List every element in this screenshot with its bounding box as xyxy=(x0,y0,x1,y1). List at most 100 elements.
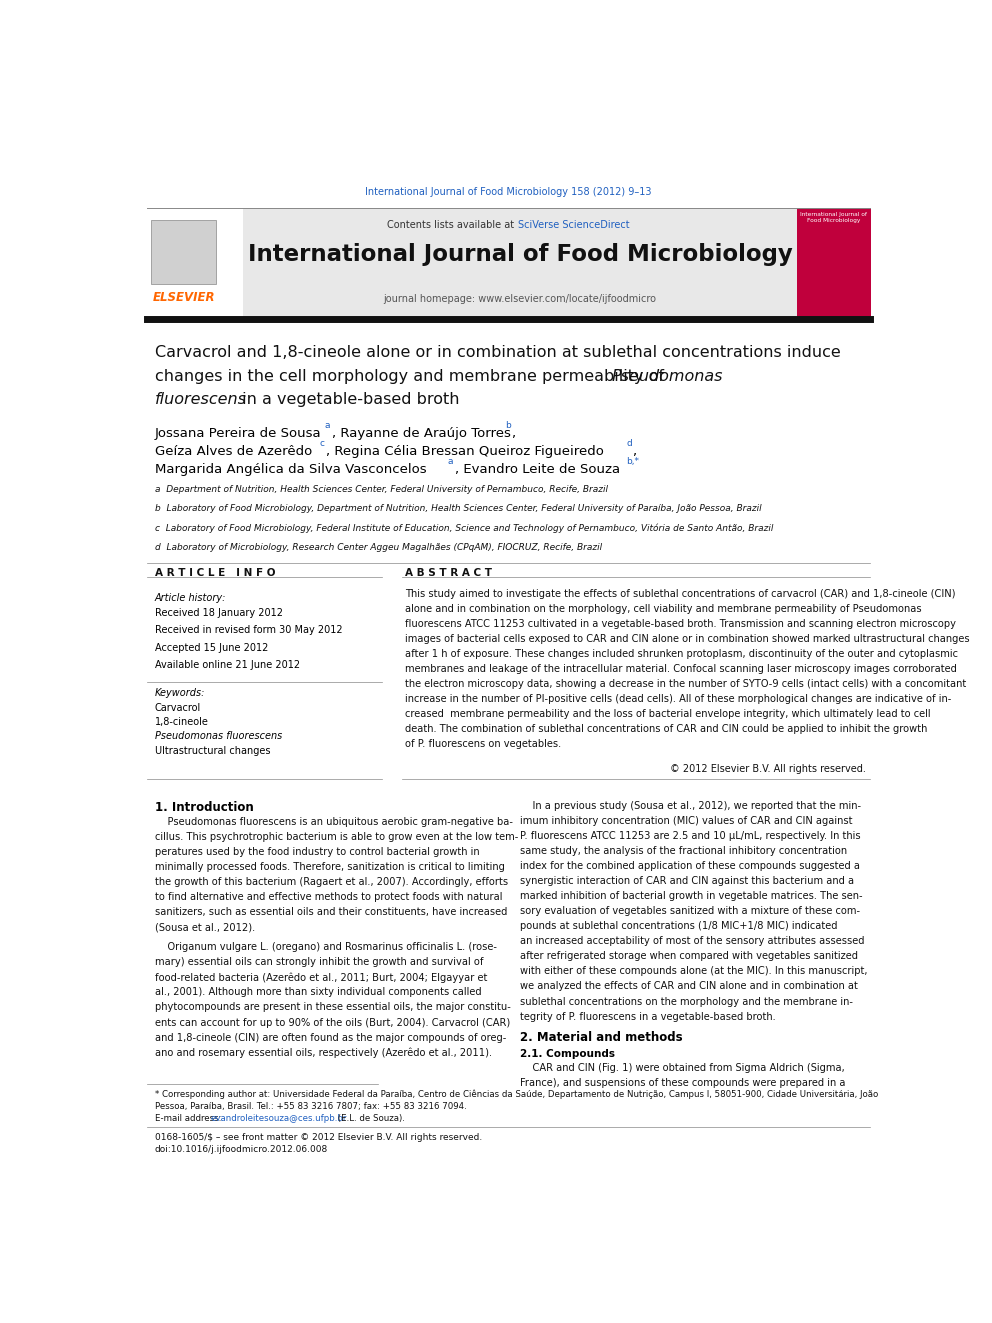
Text: the electron microscopy data, showing a decrease in the number of SYTO-9 cells (: the electron microscopy data, showing a … xyxy=(405,679,966,689)
Text: This study aimed to investigate the effects of sublethal concentrations of carva: This study aimed to investigate the effe… xyxy=(405,589,955,598)
Text: d: d xyxy=(626,439,632,448)
Text: the growth of this bacterium (Ragaert et al., 2007). Accordingly, efforts: the growth of this bacterium (Ragaert et… xyxy=(155,877,508,888)
Text: with either of these compounds alone (at the MIC). In this manuscript,: with either of these compounds alone (at… xyxy=(520,966,867,976)
Text: and 1,8-cineole (CIN) are often found as the major compounds of oreg-: and 1,8-cineole (CIN) are often found as… xyxy=(155,1033,506,1043)
Text: doi:10.1016/j.ijfoodmicro.2012.06.008: doi:10.1016/j.ijfoodmicro.2012.06.008 xyxy=(155,1144,328,1154)
Text: Ultrastructural changes: Ultrastructural changes xyxy=(155,746,270,755)
Text: c  Laboratory of Food Microbiology, Federal Institute of Education, Science and : c Laboratory of Food Microbiology, Feder… xyxy=(155,524,773,533)
Text: creased  membrane permeability and the loss of bacterial envelope integrity, whi: creased membrane permeability and the lo… xyxy=(405,709,930,720)
Text: 0168-1605/$ – see front matter © 2012 Elsevier B.V. All rights reserved.: 0168-1605/$ – see front matter © 2012 El… xyxy=(155,1132,482,1142)
Text: CAR and CIN (Fig. 1) were obtained from Sigma Aldrich (Sigma,: CAR and CIN (Fig. 1) were obtained from … xyxy=(520,1064,844,1073)
Text: Pseudomonas fluorescens: Pseudomonas fluorescens xyxy=(155,732,282,741)
Text: Accepted 15 June 2012: Accepted 15 June 2012 xyxy=(155,643,268,652)
Text: tegrity of P. fluorescens in a vegetable-based broth.: tegrity of P. fluorescens in a vegetable… xyxy=(520,1012,776,1021)
Text: in a vegetable-based broth: in a vegetable-based broth xyxy=(237,392,459,407)
Text: fluorescens ATCC 11253 cultivated in a vegetable-based broth. Transmission and s: fluorescens ATCC 11253 cultivated in a v… xyxy=(405,619,955,628)
Text: © 2012 Elsevier B.V. All rights reserved.: © 2012 Elsevier B.V. All rights reserved… xyxy=(670,763,866,774)
Text: , Evandro Leite de Souza: , Evandro Leite de Souza xyxy=(454,463,620,476)
Text: Pessoa, Paraíba, Brasil. Tel.: +55 83 3216 7807; fax: +55 83 3216 7094.: Pessoa, Paraíba, Brasil. Tel.: +55 83 32… xyxy=(155,1102,466,1111)
Bar xyxy=(243,208,797,316)
Text: after refrigerated storage when compared with vegetables sanitized: after refrigerated storage when compared… xyxy=(520,951,858,962)
Text: 1. Introduction: 1. Introduction xyxy=(155,800,254,814)
Text: Geíza Alves de Azerêdo: Geíza Alves de Azerêdo xyxy=(155,445,312,458)
Text: marked inhibition of bacterial growth in vegetable matrices. The sen-: marked inhibition of bacterial growth in… xyxy=(520,890,863,901)
Text: d  Laboratory of Microbiology, Research Center Aggeu Magalhães (CPqAM), FIOCRUZ,: d Laboratory of Microbiology, Research C… xyxy=(155,542,602,552)
Text: b  Laboratory of Food Microbiology, Department of Nutrition, Health Sciences Cen: b Laboratory of Food Microbiology, Depar… xyxy=(155,504,762,513)
Text: A R T I C L E   I N F O: A R T I C L E I N F O xyxy=(155,569,275,578)
Text: (Sousa et al., 2012).: (Sousa et al., 2012). xyxy=(155,922,255,933)
Text: images of bacterial cells exposed to CAR and CIN alone or in combination showed : images of bacterial cells exposed to CAR… xyxy=(405,634,969,644)
Text: evandroleitesouza@ces.ufpb.br: evandroleitesouza@ces.ufpb.br xyxy=(210,1114,346,1123)
Text: of P. fluorescens on vegetables.: of P. fluorescens on vegetables. xyxy=(405,740,560,749)
Text: Jossana Pereira de Sousa: Jossana Pereira de Sousa xyxy=(155,427,321,439)
Bar xyxy=(151,220,216,284)
Text: c: c xyxy=(319,439,324,448)
Text: food-related bacteria (Azerêdo et al., 2011; Burt, 2004; Elgayyar et: food-related bacteria (Azerêdo et al., 2… xyxy=(155,972,487,983)
Text: In a previous study (Sousa et al., 2012), we reported that the min-: In a previous study (Sousa et al., 2012)… xyxy=(520,800,861,811)
Text: cillus. This psychrotrophic bacterium is able to grow even at the low tem-: cillus. This psychrotrophic bacterium is… xyxy=(155,832,518,841)
Text: mary) essential oils can strongly inhibit the growth and survival of: mary) essential oils can strongly inhibi… xyxy=(155,958,483,967)
Text: peratures used by the food industry to control bacterial growth in: peratures used by the food industry to c… xyxy=(155,847,479,857)
Text: * Corresponding author at: Universidade Federal da Paraíba, Centro de Ciências d: * Corresponding author at: Universidade … xyxy=(155,1090,878,1099)
Text: pounds at sublethal concentrations (1/8 MIC+1/8 MIC) indicated: pounds at sublethal concentrations (1/8 … xyxy=(520,921,837,931)
Text: journal homepage: www.elsevier.com/locate/ijfoodmicro: journal homepage: www.elsevier.com/locat… xyxy=(384,294,657,304)
Text: 1,8-cineole: 1,8-cineole xyxy=(155,717,208,728)
Text: b: b xyxy=(505,421,511,430)
Text: A B S T R A C T: A B S T R A C T xyxy=(405,569,492,578)
Text: Contents lists available at: Contents lists available at xyxy=(387,220,518,230)
Text: ,: , xyxy=(632,445,636,458)
Text: , Rayanne de Araújo Torres: , Rayanne de Araújo Torres xyxy=(331,427,511,439)
Text: Keywords:: Keywords: xyxy=(155,688,205,699)
Text: membranes and leakage of the intracellular material. Confocal scanning laser mic: membranes and leakage of the intracellul… xyxy=(405,664,956,673)
Text: we analyzed the effects of CAR and CIN alone and in combination at: we analyzed the effects of CAR and CIN a… xyxy=(520,982,858,991)
Text: Available online 21 June 2012: Available online 21 June 2012 xyxy=(155,660,300,669)
Text: Pseudomonas fluorescens is an ubiquitous aerobic gram-negative ba-: Pseudomonas fluorescens is an ubiquitous… xyxy=(155,816,513,827)
Text: Carvacrol: Carvacrol xyxy=(155,703,201,713)
Text: al., 2001). Although more than sixty individual components called: al., 2001). Although more than sixty ind… xyxy=(155,987,481,998)
Text: ano and rosemary essential oils, respectively (Azerêdo et al., 2011).: ano and rosemary essential oils, respect… xyxy=(155,1048,492,1058)
Text: sory evaluation of vegetables sanitized with a mixture of these com-: sory evaluation of vegetables sanitized … xyxy=(520,906,860,916)
Text: increase in the number of PI-positive cells (dead cells). All of these morpholog: increase in the number of PI-positive ce… xyxy=(405,695,951,704)
Text: SciVerse ScienceDirect: SciVerse ScienceDirect xyxy=(518,220,629,230)
Text: P. fluorescens ATCC 11253 are 2.5 and 10 μL/mL, respectively. In this: P. fluorescens ATCC 11253 are 2.5 and 10… xyxy=(520,831,860,840)
Text: International Journal of Food Microbiology 158 (2012) 9–13: International Journal of Food Microbiolo… xyxy=(365,188,652,197)
Text: (E.L. de Souza).: (E.L. de Souza). xyxy=(335,1114,406,1123)
Text: E-mail address:: E-mail address: xyxy=(155,1114,224,1123)
Text: International Journal of Food Microbiology: International Journal of Food Microbiolo… xyxy=(248,243,793,266)
Text: , Regina Célia Bressan Queiroz Figueiredo: , Regina Célia Bressan Queiroz Figueired… xyxy=(326,445,604,458)
Text: b,*: b,* xyxy=(626,458,639,466)
Text: Received in revised form 30 May 2012: Received in revised form 30 May 2012 xyxy=(155,626,342,635)
Text: Pseudomonas: Pseudomonas xyxy=(611,369,723,384)
Text: 2.1. Compounds: 2.1. Compounds xyxy=(520,1049,615,1060)
Text: changes in the cell morphology and membrane permeability of: changes in the cell morphology and membr… xyxy=(155,369,669,384)
Text: ents can account for up to 90% of the oils (Burt, 2004). Carvacrol (CAR): ents can account for up to 90% of the oi… xyxy=(155,1017,510,1028)
Text: fluorescens: fluorescens xyxy=(155,392,247,407)
Text: to find alternative and effective methods to protect foods with natural: to find alternative and effective method… xyxy=(155,892,502,902)
Text: Margarida Angélica da Silva Vasconcelos: Margarida Angélica da Silva Vasconcelos xyxy=(155,463,427,476)
Text: alone and in combination on the morphology, cell viability and membrane permeabi: alone and in combination on the morpholo… xyxy=(405,603,922,614)
Text: after 1 h of exposure. These changes included shrunken protoplasm, discontinuity: after 1 h of exposure. These changes inc… xyxy=(405,650,957,659)
Text: a: a xyxy=(324,421,330,430)
Text: 2. Material and methods: 2. Material and methods xyxy=(520,1031,682,1044)
Bar xyxy=(797,208,871,316)
Bar xyxy=(147,208,243,316)
Text: ,: , xyxy=(512,427,516,439)
Text: phytocompounds are present in these essential oils, the major constitu-: phytocompounds are present in these esse… xyxy=(155,1003,511,1012)
Text: death. The combination of sublethal concentrations of CAR and CIN could be appli: death. The combination of sublethal conc… xyxy=(405,725,927,734)
Text: Carvacrol and 1,8-cineole alone or in combination at sublethal concentrations in: Carvacrol and 1,8-cineole alone or in co… xyxy=(155,345,840,360)
Text: index for the combined application of these compounds suggested a: index for the combined application of th… xyxy=(520,861,860,871)
Text: imum inhibitory concentration (MIC) values of CAR and CIN against: imum inhibitory concentration (MIC) valu… xyxy=(520,815,852,826)
Text: sublethal concentrations on the morphology and the membrane in-: sublethal concentrations on the morpholo… xyxy=(520,996,853,1007)
Text: France), and suspensions of these compounds were prepared in a: France), and suspensions of these compou… xyxy=(520,1078,845,1089)
Text: Origanum vulgare L. (oregano) and Rosmarinus officinalis L. (rose-: Origanum vulgare L. (oregano) and Rosmar… xyxy=(155,942,497,953)
Text: minimally processed foods. Therefore, sanitization is critical to limiting: minimally processed foods. Therefore, sa… xyxy=(155,863,505,872)
Text: International Journal of
Food Microbiology: International Journal of Food Microbiolo… xyxy=(801,212,867,222)
Text: Received 18 January 2012: Received 18 January 2012 xyxy=(155,609,283,618)
Text: same study, the analysis of the fractional inhibitory concentration: same study, the analysis of the fraction… xyxy=(520,845,847,856)
Text: an increased acceptability of most of the sensory attributes assessed: an increased acceptability of most of th… xyxy=(520,937,864,946)
Text: Article history:: Article history: xyxy=(155,593,226,603)
Text: ELSEVIER: ELSEVIER xyxy=(153,291,215,304)
Text: a  Department of Nutrition, Health Sciences Center, Federal University of Pernam: a Department of Nutrition, Health Scienc… xyxy=(155,484,608,493)
Text: a: a xyxy=(447,458,453,466)
Text: synergistic interaction of CAR and CIN against this bacterium and a: synergistic interaction of CAR and CIN a… xyxy=(520,876,854,886)
